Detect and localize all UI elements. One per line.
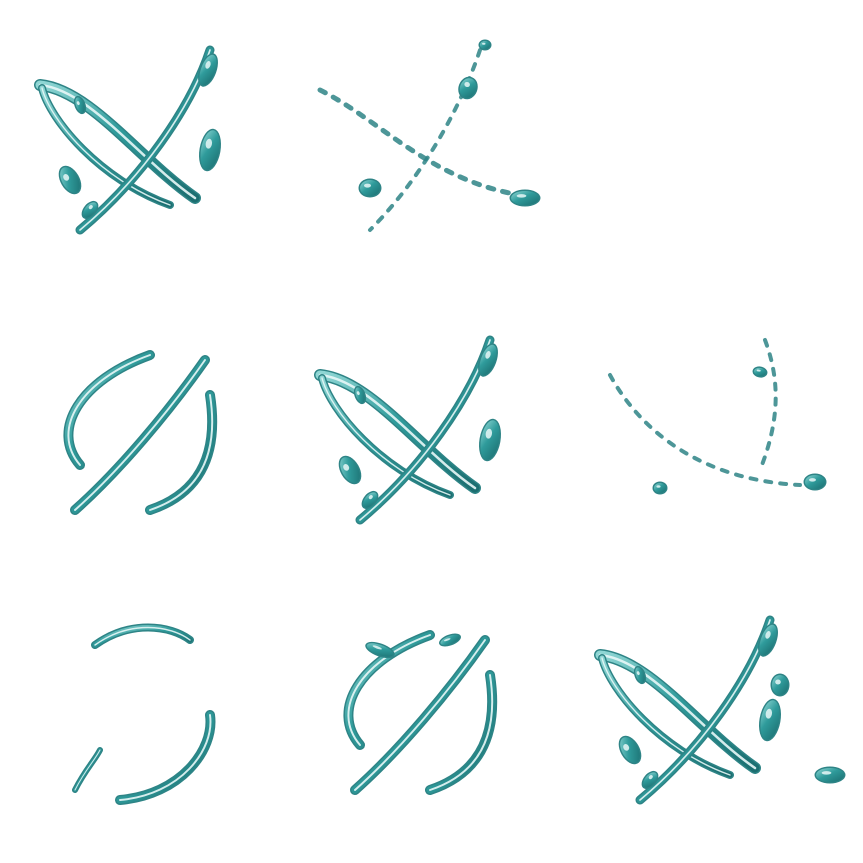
center-arc-highlight (354, 639, 486, 791)
sprite-frame (594, 615, 846, 805)
small-droplet-highlight (636, 671, 640, 676)
end-splash (816, 768, 844, 782)
inner-arc-highlight (321, 377, 451, 496)
mid-splash (772, 675, 788, 695)
mid-splash-highlight (775, 679, 781, 685)
low-splash (654, 483, 666, 493)
dissolve-arc (608, 373, 802, 487)
cap-drop-right-highlight (443, 638, 451, 642)
tip-droplet-highlight (482, 42, 486, 45)
sweep-arc-highlight (598, 653, 757, 770)
low-droplet (83, 202, 97, 218)
top-arc-highlight (94, 626, 191, 646)
inner-arc (599, 655, 733, 778)
side-droplet-highlight (205, 138, 213, 149)
top-droplet-highlight (485, 351, 491, 359)
left-splash-highlight (364, 183, 371, 188)
end-splash-highlight (809, 478, 816, 482)
right-arc-highlight (119, 714, 212, 801)
left-arc-highlight (67, 354, 151, 466)
end-splash-highlight (821, 771, 832, 775)
end-splash (805, 475, 825, 489)
diagonal-streak (77, 47, 213, 233)
top-droplet-highlight (205, 61, 211, 69)
dissolve-arc (317, 87, 523, 198)
tip-droplet (480, 41, 490, 49)
side-droplet-highlight (765, 708, 773, 719)
end-splash (511, 191, 539, 205)
inner-arc (319, 375, 453, 498)
top-droplet (479, 344, 497, 376)
top-splash (459, 78, 477, 98)
side-droplet (480, 420, 500, 460)
diagonal-streak-outline (635, 615, 775, 805)
top-droplet (759, 624, 777, 656)
right-arc-highlight (149, 394, 214, 511)
low-droplet (363, 492, 377, 508)
top-splash-highlight (756, 369, 761, 372)
top-droplet (199, 54, 217, 86)
small-droplet-highlight (356, 391, 360, 396)
diagonal-streak-highlight (359, 339, 491, 521)
left-droplet-highlight (343, 464, 350, 471)
sprite-frame (608, 338, 827, 495)
left-droplet (340, 457, 360, 483)
diagonal-streak-outline (355, 335, 495, 525)
diagonal-streak (357, 337, 493, 523)
side-droplet (200, 130, 220, 170)
inner-arc-outline (598, 654, 734, 779)
diagonal-streak-highlight (79, 49, 211, 231)
sprite-frame (34, 45, 221, 235)
sweep-arc-highlight (318, 373, 477, 490)
dissolve-streak (758, 338, 778, 472)
sprite-frame (343, 630, 498, 795)
low-splash-highlight (656, 485, 661, 488)
diagonal-streak (637, 617, 773, 803)
small-droplet-highlight (76, 101, 80, 106)
side-droplet-highlight (485, 428, 493, 439)
side-droplet (760, 700, 780, 740)
end-splash-highlight (516, 194, 527, 198)
right-arc-highlight (429, 674, 494, 791)
low-droplet-highlight (648, 775, 653, 780)
cap-drop-highlight (372, 645, 382, 650)
cap-drop-right (440, 634, 460, 646)
left-droplet (620, 737, 640, 763)
low-droplet (643, 772, 657, 788)
inner-arc-outline (38, 84, 174, 209)
diagonal-streak-outline (75, 45, 215, 235)
inner-arc-outline (318, 374, 454, 499)
top-droplet-highlight (765, 631, 771, 639)
sprite-frame (72, 623, 216, 805)
sprite-frame (63, 350, 218, 515)
inner-arc-highlight (601, 657, 731, 776)
left-droplet-highlight (623, 744, 630, 751)
low-droplet-highlight (368, 495, 373, 500)
sweep-arc-highlight (38, 83, 197, 200)
sprite-frame (314, 335, 501, 525)
left-droplet (60, 167, 80, 193)
top-splash-highlight (464, 81, 470, 88)
inner-arc-highlight (41, 87, 171, 206)
low-droplet-highlight (88, 205, 93, 210)
diagonal-streak-highlight (639, 619, 771, 801)
left-droplet-highlight (63, 174, 70, 181)
inner-arc (39, 85, 173, 208)
center-arc-highlight (74, 359, 206, 511)
sprite-frame (317, 39, 541, 232)
left-splash (360, 180, 380, 196)
left-fragment-highlight (74, 749, 101, 791)
dissolve-streak (368, 48, 482, 232)
left-arc-highlight (347, 634, 431, 746)
